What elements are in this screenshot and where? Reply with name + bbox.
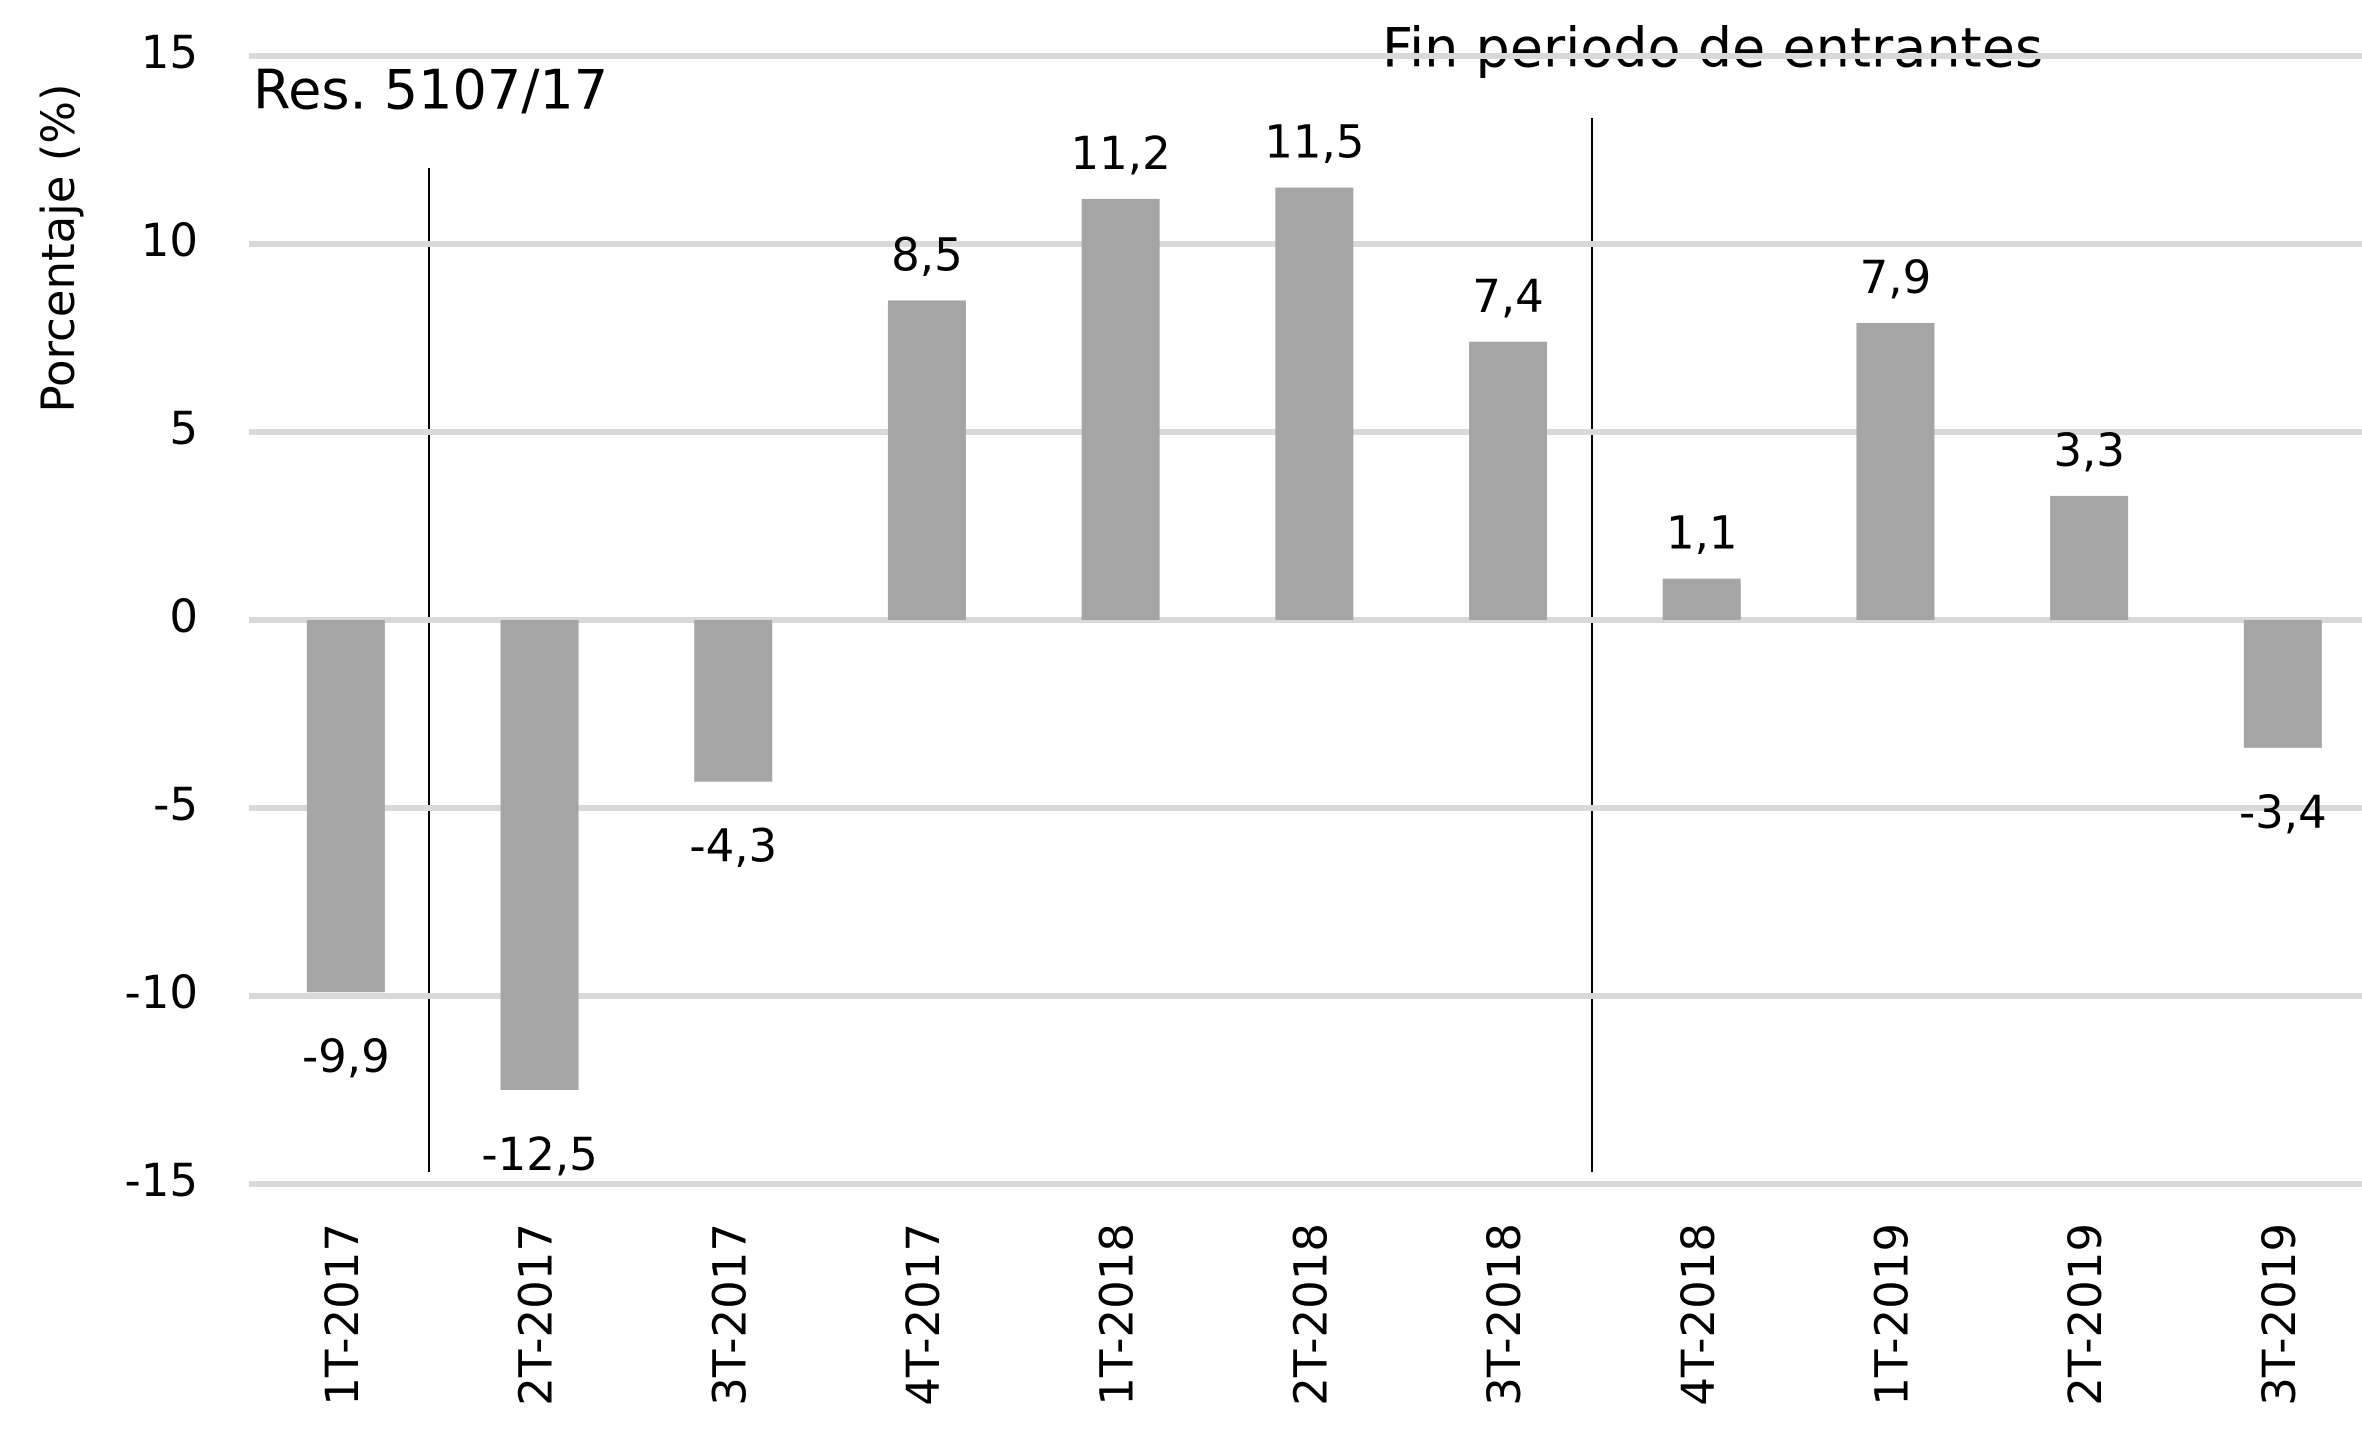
bar <box>1275 187 1354 620</box>
value-label: 7,4 <box>1472 270 1544 323</box>
value-label: 11,2 <box>1071 127 1171 180</box>
y-tick-label: 5 <box>169 402 198 455</box>
value-label: 3,3 <box>2053 424 2125 477</box>
x-tick-label: 1T-2018 <box>1091 1223 1144 1406</box>
x-tick-label: 2T-2019 <box>2059 1223 2112 1406</box>
x-tick-label: 4T-2017 <box>897 1223 950 1406</box>
y-tick-label: 0 <box>169 590 198 643</box>
bar <box>2050 495 2129 620</box>
annotation: Res. 5107/17 <box>253 59 608 122</box>
bar <box>306 620 385 993</box>
x-tick-label: 3T-2019 <box>2253 1223 2306 1406</box>
bar <box>887 300 966 620</box>
y-tick-label: -10 <box>125 966 199 1019</box>
y-tick-label: 10 <box>141 214 198 267</box>
bar <box>1081 198 1160 620</box>
y-tick-label: 15 <box>141 26 198 79</box>
value-label: -4,3 <box>689 820 777 873</box>
value-label: 8,5 <box>891 228 963 281</box>
bar <box>500 620 579 1090</box>
x-tick-label: 3T-2018 <box>1478 1223 1531 1406</box>
y-tick-label: -15 <box>125 1154 199 1207</box>
y-axis-label: Porcentaje (%) <box>32 83 85 412</box>
value-label: -3,4 <box>2239 786 2327 839</box>
bar <box>694 620 773 782</box>
x-tick-label: 1T-2019 <box>1865 1223 1918 1406</box>
value-label: 7,9 <box>1860 251 1932 304</box>
y-tick-label: -5 <box>153 778 198 831</box>
x-tick-label: 3T-2017 <box>703 1223 756 1406</box>
bar <box>1469 341 1548 620</box>
bar <box>2243 620 2322 748</box>
value-label: -12,5 <box>481 1128 597 1181</box>
x-tick-label: 2T-2018 <box>1284 1223 1337 1406</box>
bar <box>1856 322 1935 620</box>
value-label: 1,1 <box>1666 507 1738 560</box>
value-label: 11,5 <box>1264 116 1364 169</box>
value-label: -9,9 <box>302 1030 390 1083</box>
x-tick-label: 2T-2017 <box>510 1223 563 1406</box>
x-tick-label: 4T-2018 <box>1672 1223 1725 1406</box>
annotation: Fin periodo de entrantes <box>1382 17 2043 80</box>
x-tick-label: 1T-2017 <box>316 1223 369 1406</box>
bar <box>1662 578 1741 620</box>
